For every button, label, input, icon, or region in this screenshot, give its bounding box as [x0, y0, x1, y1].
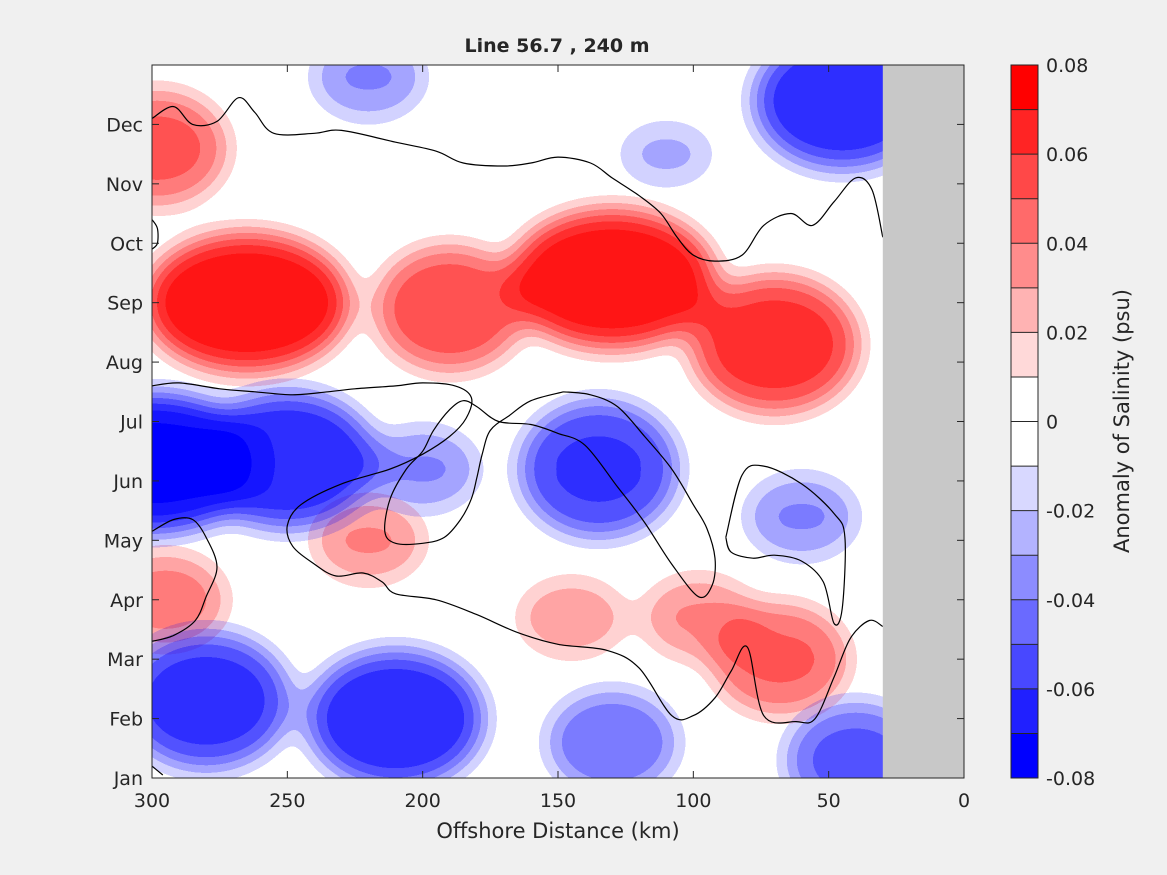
anomaly-cell — [546, 690, 678, 778]
anomaly-cell — [753, 65, 883, 169]
y-tick-label: Jun — [112, 471, 143, 493]
x-tick-label: 250 — [269, 790, 305, 812]
colorbar-segment — [1011, 376, 1038, 422]
x-tick-label: 200 — [405, 790, 441, 812]
y-tick-label: Jan — [113, 768, 143, 790]
positive-anomaly-layer — [152, 90, 859, 715]
colorbar-tick-label: 0 — [1046, 412, 1058, 434]
negative-anomaly-layer — [152, 65, 883, 778]
y-tick-label: Dec — [106, 114, 143, 136]
y-tick-label: Oct — [110, 233, 143, 255]
anomaly-cell — [618, 122, 714, 186]
x-tick-label: 300 — [134, 790, 170, 812]
y-tick-label: May — [104, 530, 143, 552]
anomaly-cell — [152, 234, 349, 371]
colorbar-label: Anomaly of Salinity (psu) — [1110, 289, 1134, 553]
colorbar-segment — [1011, 109, 1038, 155]
y-tick-label: Aug — [106, 352, 143, 374]
colorbar-frame — [1010, 64, 1039, 779]
colorbar-segment — [1011, 510, 1038, 556]
anomaly-cell — [198, 392, 376, 529]
anomaly-cell — [785, 702, 883, 778]
colorbar-segment — [1011, 243, 1038, 289]
colorbar-segment — [1011, 287, 1038, 333]
anomaly-cell — [711, 603, 849, 715]
colorbar-tick-label: 0.06 — [1046, 144, 1088, 166]
colorbar-tick-label: -0.02 — [1046, 501, 1095, 523]
anomaly-cell — [517, 578, 626, 657]
anomaly-cell — [311, 498, 426, 583]
colorbar-segment — [1011, 599, 1038, 645]
colorbar-segment — [1011, 466, 1038, 511]
colorbar-tick-label: 0.04 — [1046, 233, 1088, 255]
anomaly-cell — [152, 632, 291, 769]
y-axis: Jan Feb Mar Apr May Jun Jul Aug Sep Oct Nov Dec — [104, 114, 964, 790]
y-tick-label: Apr — [110, 590, 143, 612]
colorbar-segment — [1011, 332, 1038, 378]
colorbar-tick-label: 0.08 — [1046, 55, 1088, 77]
colorbar-tick-label: -0.04 — [1046, 590, 1095, 612]
colorbar-segment — [1011, 688, 1038, 734]
anomaly-cell — [690, 276, 859, 413]
colorbar-segment — [1011, 733, 1038, 779]
zero-contour-line — [152, 97, 883, 262]
x-tick-label: 50 — [817, 790, 841, 812]
y-tick-label: Nov — [106, 174, 143, 196]
anomaly-cell — [510, 210, 715, 347]
zero-contour-line — [725, 464, 846, 626]
y-tick-label: Mar — [107, 649, 143, 671]
zero-contour-line — [152, 219, 159, 250]
anomaly-cell — [311, 65, 426, 119]
x-tick-label: 150 — [540, 790, 576, 812]
chart-title: Line 56.7 , 240 m — [464, 35, 649, 57]
x-axis-label: Offshore Distance (km) — [436, 819, 679, 843]
colorbar-segment — [1011, 198, 1038, 244]
y-tick-label: Jul — [119, 412, 143, 434]
anomaly-cell — [366, 427, 480, 511]
anomaly-cell — [374, 245, 525, 372]
anomaly-cell — [152, 552, 227, 647]
zero-contour-line — [384, 391, 716, 599]
colorbar-tick-label: -0.06 — [1046, 679, 1095, 701]
plot-area — [151, 64, 965, 779]
colorbar-tick-label: 0.02 — [1046, 322, 1088, 344]
x-tick-label: 100 — [675, 790, 711, 812]
colorbar-segment — [1011, 644, 1038, 690]
zero-contour-line — [152, 765, 164, 776]
y-tick-label: Sep — [107, 293, 143, 315]
anomaly-cell — [307, 650, 485, 778]
zero-contour-line — [152, 517, 218, 642]
colorbar-segment — [1011, 65, 1038, 110]
x-axis: 300 250 200 150 100 50 0 — [134, 65, 970, 812]
anomaly-cell — [744, 474, 859, 559]
colorbar-segment — [1011, 421, 1038, 467]
anomaly-cell — [152, 90, 228, 206]
colorbar-segment — [1011, 154, 1038, 199]
anomaly-cell — [519, 401, 678, 538]
x-tick-label: 0 — [958, 790, 970, 812]
y-tick-label: Feb — [109, 709, 143, 731]
colorbar: 0.08 0.06 0.04 0.02 0 -0.02 -0.04 -0.06 -0.08 — [1010, 55, 1095, 790]
no-data-region — [882, 65, 964, 778]
colorbar-tick-label: -0.08 — [1046, 768, 1095, 790]
zero-contour-line — [152, 382, 883, 724]
colorbar-segment — [1011, 555, 1038, 601]
